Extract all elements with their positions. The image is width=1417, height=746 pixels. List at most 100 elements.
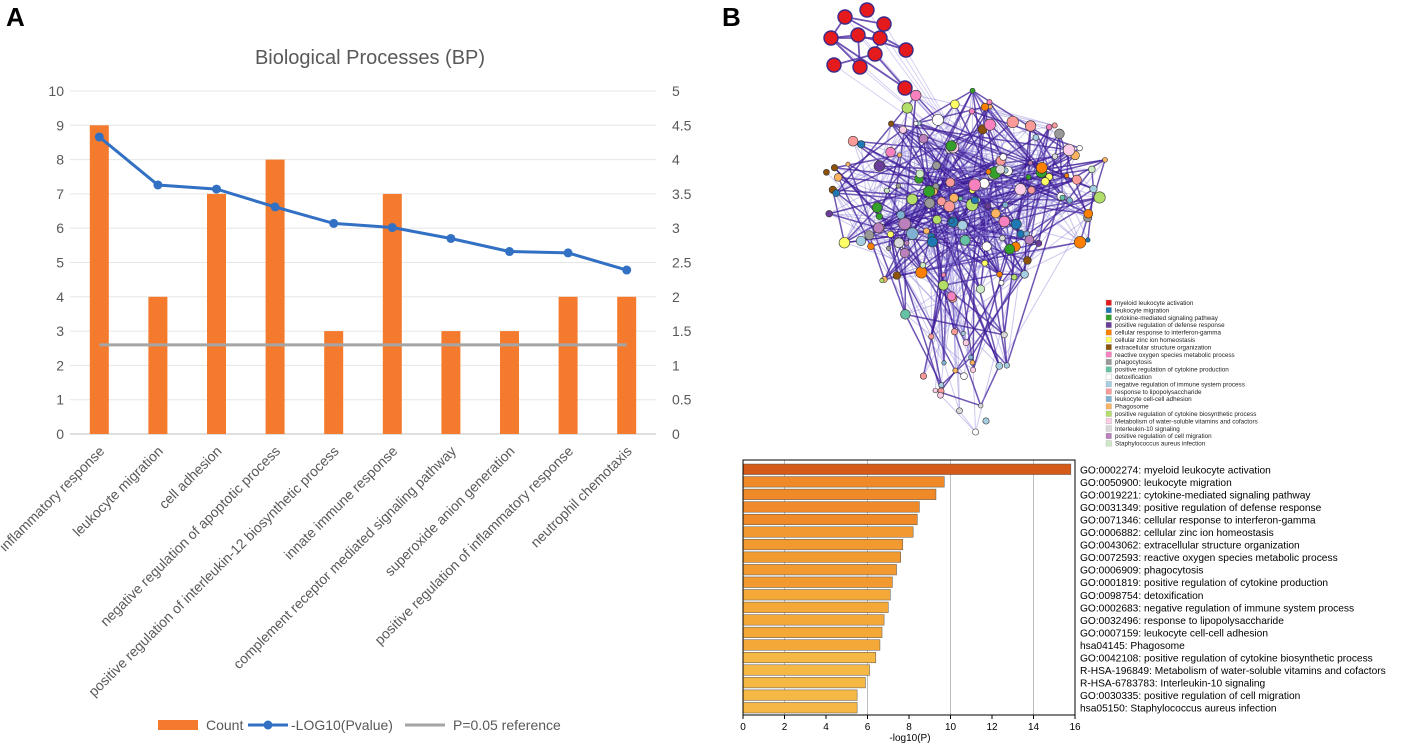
legend-label: detoxification	[1115, 374, 1152, 381]
network-edge	[904, 252, 1025, 275]
network-edge	[1012, 121, 1021, 190]
network-node	[833, 173, 843, 182]
network-edge	[943, 273, 1000, 287]
network-node	[873, 222, 884, 234]
network-edge	[911, 106, 991, 235]
pvalue-point	[329, 218, 339, 228]
network-edge	[972, 248, 1011, 371]
network-edge	[887, 248, 956, 371]
network-node	[1000, 331, 1008, 339]
legend-label: positive regulation of defense response	[1115, 322, 1225, 329]
term-bar	[742, 589, 891, 601]
term-label: GO:0072593: reactive oxygen species meta…	[1080, 553, 1338, 564]
network-node	[924, 197, 936, 209]
network-node	[951, 328, 958, 336]
network-edge	[915, 89, 973, 125]
network-node	[1059, 194, 1066, 201]
network-node	[875, 212, 883, 220]
legend-swatch	[1105, 322, 1112, 328]
legend-label: positive regulation of cytokine biosynth…	[1115, 411, 1256, 418]
network-edge	[834, 154, 900, 169]
network-node	[995, 164, 1006, 175]
network-node	[970, 196, 979, 205]
network-edge	[922, 138, 945, 286]
legend-label: negative regulation of immune system pro…	[1115, 381, 1245, 388]
network-edge	[1013, 233, 1028, 278]
count-bar	[324, 331, 344, 434]
legend-swatch	[1105, 366, 1112, 373]
legend-swatch	[1105, 425, 1112, 432]
network-node	[919, 372, 927, 380]
network-edge	[905, 49, 971, 161]
network-edge	[832, 189, 862, 242]
network-edge	[1020, 188, 1081, 243]
x-tick-label: complement receptor mediated signaling p…	[230, 443, 459, 672]
term-label: GO:0006909: phagocytosis	[1080, 566, 1203, 577]
network-node	[980, 102, 989, 111]
term-label: GO:0001819: positive regulation of cytok…	[1080, 578, 1328, 589]
network-node	[1024, 235, 1035, 245]
network-node	[857, 140, 866, 149]
network-edge	[936, 147, 1080, 221]
network-edge	[952, 146, 1055, 158]
network-node	[932, 387, 938, 394]
network-edge	[880, 190, 935, 229]
network-node	[1051, 122, 1058, 129]
term-label: GO:0007159: leukocyte cell-cell adhesion	[1080, 628, 1268, 639]
network-edge	[1044, 181, 1088, 215]
term-label: hsa05150: Staphylococcus aureus infectio…	[1080, 704, 1277, 715]
term-bar	[742, 626, 883, 638]
network-node	[901, 102, 913, 114]
network-node	[981, 241, 992, 252]
y-tick-label: 9	[56, 117, 64, 133]
network-node	[984, 202, 992, 210]
network-node	[957, 220, 968, 231]
legend-swatch	[1105, 336, 1112, 343]
network-edge	[883, 252, 906, 280]
network-edge	[888, 248, 965, 377]
pvalue-point	[94, 132, 104, 142]
term-bar	[742, 702, 858, 714]
network-node	[937, 391, 944, 399]
network-edge	[928, 190, 954, 223]
network-node	[855, 235, 867, 247]
term-bar	[742, 501, 920, 513]
pvalue-point	[153, 180, 163, 190]
network-edge	[948, 149, 1089, 215]
term-bar	[742, 652, 877, 664]
legend-swatch-count	[158, 720, 198, 730]
legend-label: Staphylococcus aureus infection	[1115, 441, 1206, 448]
network-node	[932, 113, 944, 126]
network-edge	[847, 163, 952, 222]
network-node	[983, 118, 996, 131]
legend-swatch	[1105, 314, 1112, 321]
network-node	[999, 153, 1007, 161]
network-node	[1062, 143, 1076, 157]
network-node	[1085, 237, 1091, 243]
legend-swatch	[1105, 410, 1112, 417]
network-node	[896, 210, 906, 220]
network-edge	[995, 126, 1050, 214]
term-bar	[742, 526, 914, 538]
legend-label: phagocytosis	[1115, 359, 1152, 366]
network-node	[906, 193, 918, 205]
term-bar	[742, 513, 918, 525]
term-bar	[742, 601, 889, 613]
network-node	[888, 120, 895, 127]
network-node-red	[850, 27, 866, 43]
network-edge	[904, 314, 943, 386]
network-edge	[902, 129, 1022, 235]
y-tick-label: 10	[48, 83, 64, 99]
count-bar	[382, 193, 402, 434]
term-label: GO:0006882: cellular zinc ion homeostasi…	[1080, 528, 1274, 539]
legend-swatch	[1105, 351, 1112, 358]
term-label: R-HSA-196849: Metabolism of water-solubl…	[1080, 666, 1386, 677]
network-edge	[972, 369, 977, 433]
term-bar	[742, 614, 885, 626]
network-node	[998, 279, 1005, 286]
network-edge	[971, 110, 1080, 149]
network-edge	[832, 154, 900, 191]
network-edge	[930, 184, 976, 337]
